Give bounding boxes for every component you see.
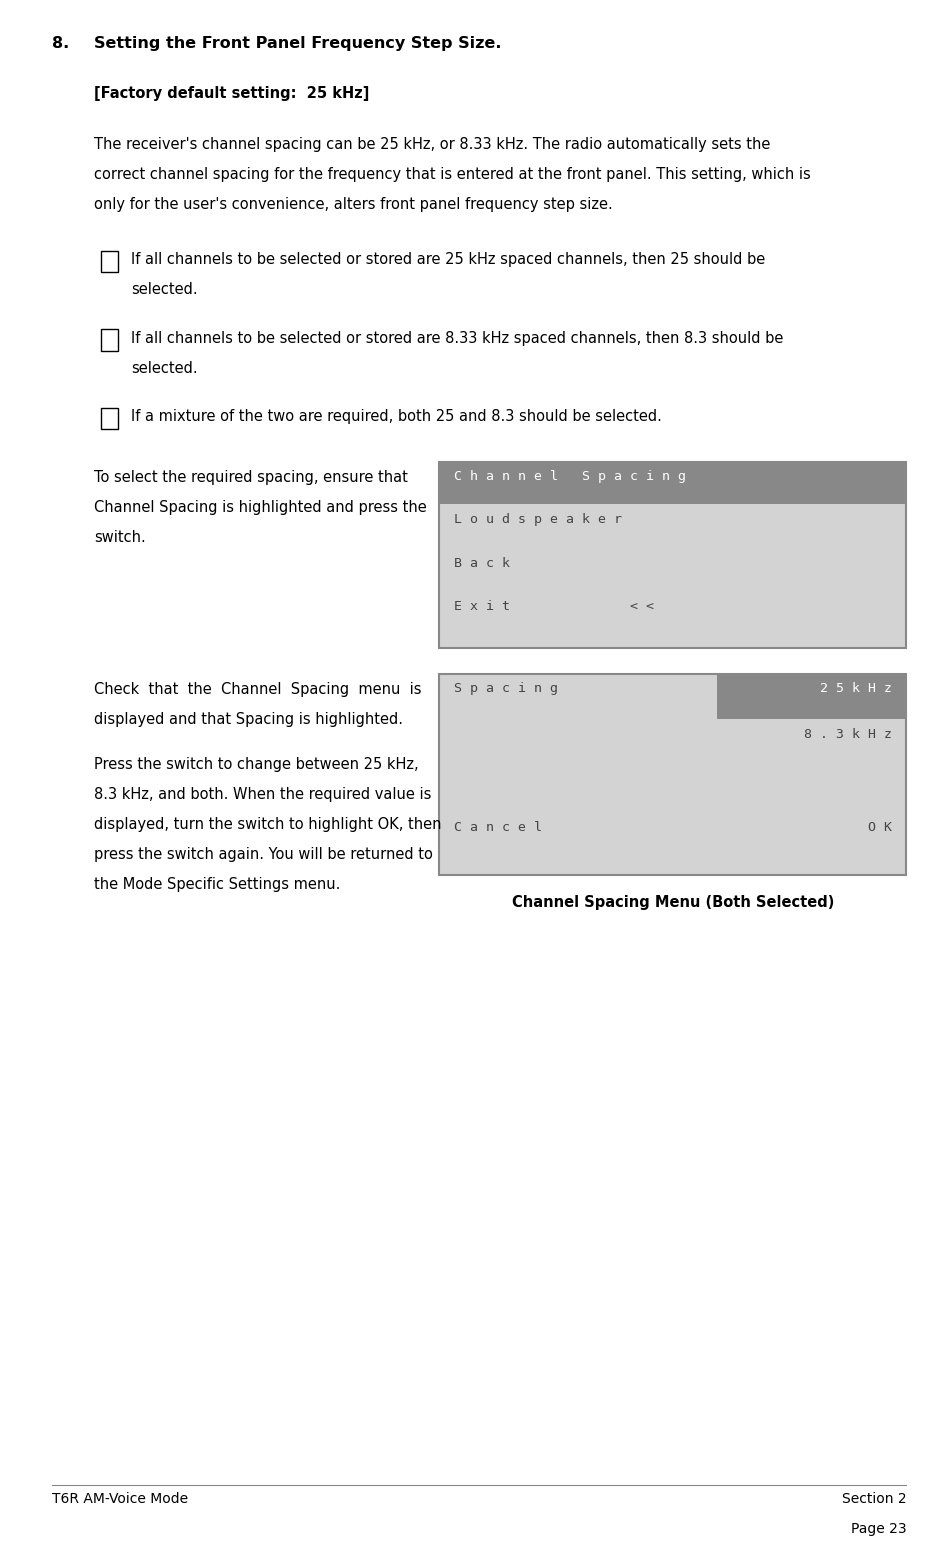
FancyBboxPatch shape xyxy=(439,675,906,875)
Bar xyxy=(717,675,906,720)
FancyBboxPatch shape xyxy=(439,463,906,648)
Text: 8.: 8. xyxy=(52,36,69,51)
Text: the Mode Specific Settings menu.: the Mode Specific Settings menu. xyxy=(94,877,340,892)
Text: correct channel spacing for the frequency that is entered at the front panel. Th: correct channel spacing for the frequenc… xyxy=(94,167,810,182)
Text: switch.: switch. xyxy=(94,530,146,545)
Text: B a c k: B a c k xyxy=(454,557,510,570)
Text: To select the required spacing, ensure that: To select the required spacing, ensure t… xyxy=(94,471,408,485)
Text: selected.: selected. xyxy=(131,283,198,296)
Text: Channel Spacing Menu (Both Selected): Channel Spacing Menu (Both Selected) xyxy=(512,896,834,909)
Text: Channel Spacing is highlighted and press the: Channel Spacing is highlighted and press… xyxy=(94,500,426,516)
Text: Check  that  the  Channel  Spacing  menu  is: Check that the Channel Spacing menu is xyxy=(94,682,422,696)
Bar xyxy=(101,250,118,272)
Text: S p a c i n g: S p a c i n g xyxy=(454,682,558,695)
Text: E x i t               < <: E x i t < < xyxy=(454,601,654,613)
Text: L o u d s p e a k e r: L o u d s p e a k e r xyxy=(454,514,622,527)
Text: 8 . 3 k H z: 8 . 3 k H z xyxy=(804,729,892,741)
Text: 2 5 k H z: 2 5 k H z xyxy=(820,682,892,695)
Text: [Factory default setting:  25 kHz]: [Factory default setting: 25 kHz] xyxy=(94,86,369,102)
Text: Section 2: Section 2 xyxy=(841,1492,906,1505)
Text: Press the switch to change between 25 kHz,: Press the switch to change between 25 kH… xyxy=(94,757,419,772)
Text: C a n c e l: C a n c e l xyxy=(454,821,542,834)
Text: T6R AM-Voice Mode: T6R AM-Voice Mode xyxy=(52,1492,188,1505)
Text: Page 23: Page 23 xyxy=(851,1522,906,1536)
Text: only for the user's convenience, alters front panel frequency step size.: only for the user's convenience, alters … xyxy=(94,198,612,213)
Text: C h a n n e l   S p a c i n g: C h a n n e l S p a c i n g xyxy=(454,471,685,483)
Text: displayed and that Spacing is highlighted.: displayed and that Spacing is highlighte… xyxy=(94,712,403,727)
Text: The receiver's channel spacing can be 25 kHz, or 8.33 kHz. The radio automatical: The receiver's channel spacing can be 25… xyxy=(94,137,770,153)
Text: press the switch again. You will be returned to: press the switch again. You will be retu… xyxy=(94,848,433,862)
Text: selected.: selected. xyxy=(131,361,198,375)
Bar xyxy=(439,463,906,505)
Text: Setting the Front Panel Frequency Step Size.: Setting the Front Panel Frequency Step S… xyxy=(94,36,501,51)
Text: displayed, turn the switch to highlight OK, then: displayed, turn the switch to highlight … xyxy=(94,817,441,832)
Text: 8.3 kHz, and both. When the required value is: 8.3 kHz, and both. When the required val… xyxy=(94,787,431,803)
Bar xyxy=(101,408,118,429)
Bar xyxy=(101,329,118,350)
Text: If a mixture of the two are required, both 25 and 8.3 should be selected.: If a mixture of the two are required, bo… xyxy=(131,409,662,425)
Text: If all channels to be selected or stored are 25 kHz spaced channels, then 25 sho: If all channels to be selected or stored… xyxy=(131,252,765,267)
Text: If all channels to be selected or stored are 8.33 kHz spaced channels, then 8.3 : If all channels to be selected or stored… xyxy=(131,330,784,346)
Text: O K: O K xyxy=(868,821,892,834)
